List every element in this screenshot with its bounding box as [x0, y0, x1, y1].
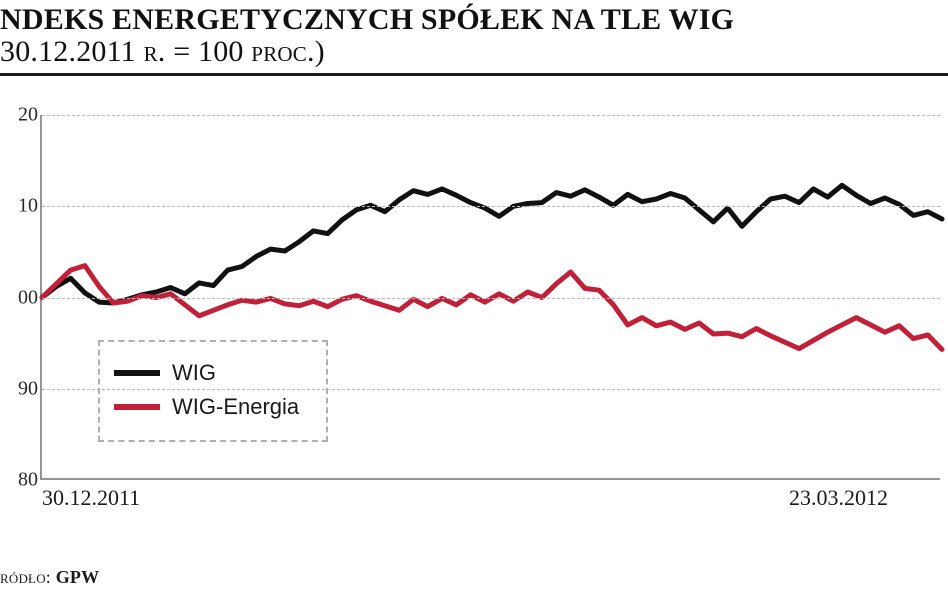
source-value: GPW	[56, 567, 100, 587]
ytick-label: 00	[8, 286, 38, 309]
title-text-1: ndeks energetycznych spółek na tle WIG	[0, 3, 734, 36]
gridline	[42, 206, 940, 207]
legend-swatch-wig-energia	[114, 404, 160, 410]
legend-item-wig: WIG	[114, 360, 312, 386]
chart-title-line1: ndeks energetycznych spółek na tle WIG	[0, 4, 948, 36]
legend-label-wig: WIG	[172, 360, 216, 386]
title-block: ndeks energetycznych spółek na tle WIG 3…	[0, 0, 948, 84]
xtick-label: 23.03.2012	[789, 485, 888, 511]
chart-title-line2: 30.12.2011 r. = 100 proc.)	[0, 36, 948, 68]
chart-area: WIG WIG-Energia 809000102030.12.201123.0…	[40, 115, 940, 525]
gridline	[42, 298, 940, 299]
legend-label-wig-energia: WIG-Energia	[172, 394, 299, 420]
source-line: ródło: GPW	[0, 567, 99, 588]
ytick-label: 20	[8, 104, 38, 127]
title-text-2: 30.12.2011 r. = 100 proc.)	[0, 35, 325, 68]
gridline	[42, 115, 940, 116]
ytick-label: 10	[8, 195, 38, 218]
xtick-label: 30.12.2011	[42, 485, 140, 511]
gridline	[42, 389, 940, 390]
ytick-label: 80	[8, 469, 38, 492]
legend-box: WIG WIG-Energia	[98, 340, 328, 442]
series-wig-energia	[42, 266, 942, 350]
ytick-label: 90	[8, 377, 38, 400]
series-wig	[42, 185, 942, 303]
legend-swatch-wig	[114, 370, 160, 376]
title-underline	[0, 73, 948, 76]
legend-item-wig-energia: WIG-Energia	[114, 394, 312, 420]
plot-region: WIG WIG-Energia 809000102030.12.201123.0…	[40, 115, 940, 480]
source-prefix: ródło:	[0, 567, 51, 587]
